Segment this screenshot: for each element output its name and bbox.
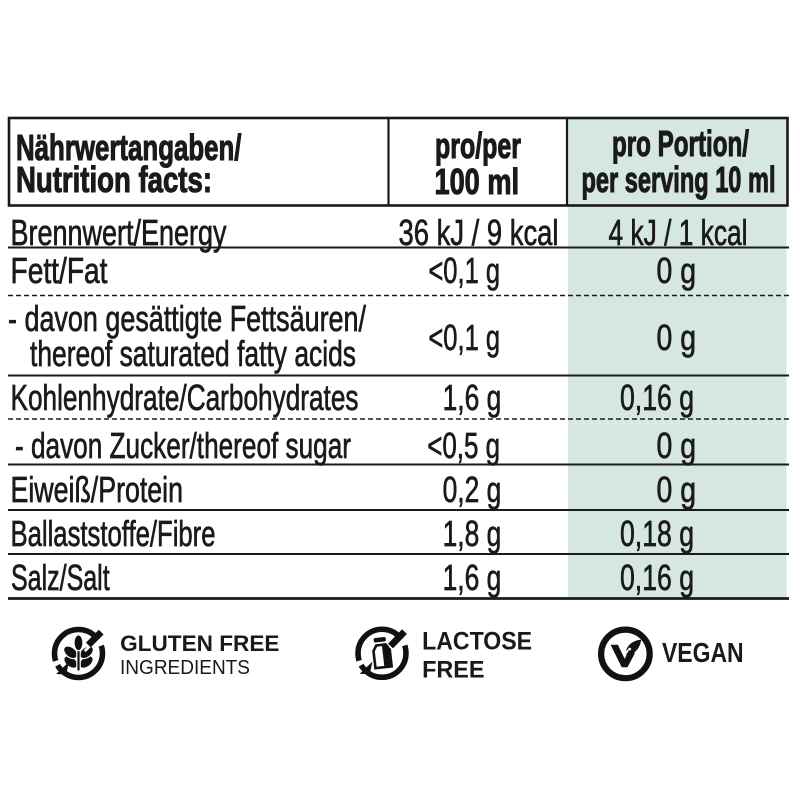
svg-text:Salz/Salt: Salz/Salt <box>11 557 110 598</box>
svg-text:0,16 g: 0,16 g <box>620 377 694 418</box>
svg-text:0,18 g: 0,18 g <box>620 513 694 554</box>
svg-text:0 g: 0 g <box>657 317 697 358</box>
svg-text:GLUTEN FREE: GLUTEN FREE <box>120 631 279 656</box>
svg-text:Ballaststoffe/Fibre: Ballaststoffe/Fibre <box>11 513 216 554</box>
svg-text:0 g: 0 g <box>657 425 697 466</box>
svg-text:pro/per: pro/per <box>435 125 521 166</box>
svg-text:1,6 g: 1,6 g <box>443 557 502 598</box>
svg-text:- davon Zucker/thereof sugar: - davon Zucker/thereof sugar <box>15 425 351 466</box>
svg-text:1,8 g: 1,8 g <box>443 513 502 554</box>
svg-text:Kohlenhydrate/Carbohydrates: Kohlenhydrate/Carbohydrates <box>11 377 359 418</box>
svg-text:INGREDIENTS: INGREDIENTS <box>120 656 250 679</box>
svg-text:per serving 10 ml: per serving 10 ml <box>582 159 776 200</box>
svg-text:0,16 g: 0,16 g <box>620 557 694 598</box>
svg-text:0 g: 0 g <box>657 469 697 510</box>
svg-text:Nutrition facts:: Nutrition facts: <box>16 159 212 200</box>
svg-text:<0,1 g: <0,1 g <box>428 250 500 291</box>
svg-text:pro Portion/: pro Portion/ <box>612 123 749 164</box>
svg-text:4 kJ / 1 kcal: 4 kJ / 1 kcal <box>609 212 748 253</box>
svg-text:<0,5 g: <0,5 g <box>427 425 500 466</box>
svg-text:Fett/Fat: Fett/Fat <box>11 250 108 291</box>
svg-text:Nährwertangaben/: Nährwertangaben/ <box>16 127 242 168</box>
svg-text:1,6 g: 1,6 g <box>443 377 502 418</box>
svg-text:LACTOSE: LACTOSE <box>422 628 532 655</box>
svg-text:FREE: FREE <box>422 657 484 684</box>
svg-text:Eiweiß/Protein: Eiweiß/Protein <box>11 469 184 510</box>
svg-text:- davon gesättigte Fettsäuren/: - davon gesättigte Fettsäuren/ <box>8 298 367 339</box>
svg-text:<0,1 g: <0,1 g <box>428 317 500 358</box>
svg-text:0,2 g: 0,2 g <box>443 469 502 510</box>
svg-text:100 ml: 100 ml <box>435 161 520 202</box>
svg-text:VEGAN: VEGAN <box>662 637 744 668</box>
svg-text:thereof saturated fatty acids: thereof saturated fatty acids <box>30 333 356 374</box>
svg-text:0 g: 0 g <box>657 250 697 291</box>
svg-text:36 kJ / 9 kcal: 36 kJ / 9 kcal <box>399 212 559 253</box>
svg-text:Brennwert/Energy: Brennwert/Energy <box>11 212 228 253</box>
